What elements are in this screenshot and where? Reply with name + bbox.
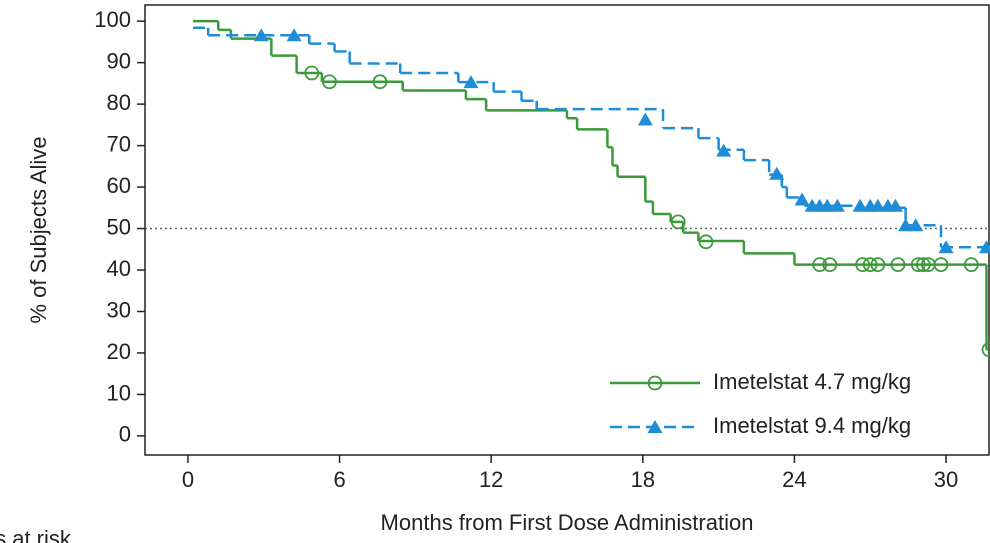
y-axis-label: % of Subjects Alive	[26, 136, 51, 323]
censor-mark	[915, 257, 931, 273]
y-tick-label: 10	[107, 380, 131, 405]
y-tick-label: 100	[94, 7, 131, 32]
x-tick-label: 0	[182, 467, 194, 492]
legend-label: Imetelstat 9.4 mg/kg	[713, 413, 911, 438]
censor-mark	[898, 218, 914, 232]
censor-mark	[812, 257, 828, 273]
y-tick-label: 60	[107, 173, 131, 198]
censor-mark	[822, 257, 838, 273]
censor-mark	[794, 192, 810, 206]
censor-mark	[963, 257, 979, 273]
censor-mark	[322, 74, 337, 90]
y-tick-label: 20	[107, 339, 131, 364]
censor-mark	[870, 198, 886, 212]
legend-label: Imetelstat 4.7 mg/kg	[713, 369, 911, 394]
censor-mark	[938, 240, 954, 254]
censor-mark	[829, 198, 845, 212]
censor-mark	[855, 257, 871, 273]
y-tick-label: 70	[107, 131, 131, 156]
censor-mark	[463, 75, 479, 89]
censor-mark	[769, 166, 785, 180]
y-tick-label: 30	[107, 297, 131, 322]
x-axis-label: Months from First Dose Administration	[381, 510, 754, 535]
censor-mark	[372, 74, 388, 90]
legend-marker	[647, 375, 663, 391]
censor-mark	[304, 65, 320, 81]
y-tick-label: 80	[107, 90, 131, 115]
censor-mark	[978, 240, 990, 254]
x-tick-label: 12	[479, 467, 503, 492]
censor-mark	[888, 198, 904, 212]
censor-mark	[981, 342, 990, 358]
y-tick-label: 0	[119, 422, 131, 447]
censor-mark	[698, 234, 714, 250]
x-tick-label: 6	[333, 467, 345, 492]
x-tick-label: 24	[782, 467, 806, 492]
footnote: cts at risk	[0, 526, 72, 543]
censor-mark	[908, 218, 924, 232]
legend-marker	[647, 420, 663, 433]
censor-mark	[862, 257, 878, 273]
censor-mark	[286, 28, 302, 42]
censor-mark	[933, 257, 949, 273]
y-tick-label: 40	[107, 256, 131, 281]
censor-mark	[852, 198, 868, 212]
censor-mark	[870, 257, 886, 273]
y-tick-label: 90	[107, 48, 131, 73]
x-tick-label: 30	[934, 467, 958, 492]
censor-mark	[716, 143, 732, 157]
censor-mark	[670, 214, 686, 230]
censor-mark	[637, 112, 653, 126]
x-tick-label: 18	[631, 467, 655, 492]
censor-mark	[253, 28, 269, 42]
y-tick-label: 50	[107, 214, 131, 239]
censor-mark	[819, 198, 835, 212]
censor-mark	[890, 257, 906, 273]
plot-frame	[144, 4, 990, 456]
censor-mark	[910, 257, 926, 273]
